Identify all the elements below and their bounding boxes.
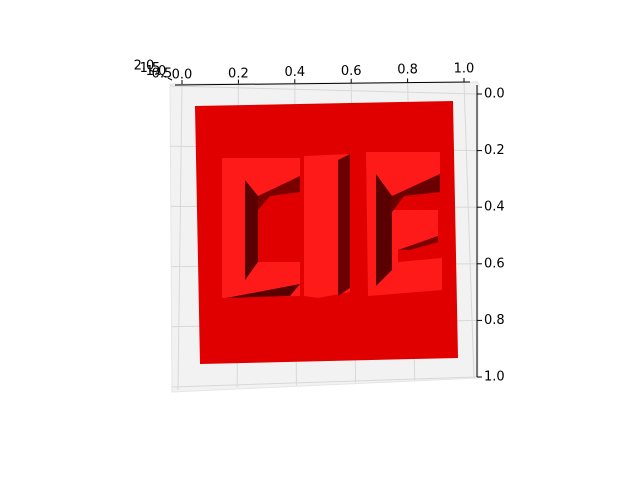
z-tick-label: 0.5	[152, 67, 173, 82]
x-tick-label: 0.4	[284, 65, 305, 80]
grid-line	[177, 83, 183, 391]
ticks: 0.0 0.2 0.4 0.6 0.8 1.00.00.20.40.60.81.00.51…	[134, 59, 505, 385]
x-tick-label: 0.0	[172, 68, 193, 83]
y-tick-label: 0.2	[484, 143, 505, 158]
grid-line	[463, 81, 475, 379]
letters	[222, 152, 442, 298]
grid-line	[171, 376, 478, 388]
y-tick-label: 0.6	[484, 256, 505, 271]
y-tick-label: 0.0	[484, 87, 505, 102]
x-tick-label: 1.0	[454, 62, 475, 77]
z-tick-label: 2.0	[134, 59, 155, 74]
x-tick-label: 0.2	[228, 66, 249, 81]
tick-mark	[161, 74, 167, 78]
x-tick-label: 0.6	[341, 64, 362, 79]
x-axis-line	[174, 81, 471, 86]
tick-mark	[167, 77, 173, 81]
y-tick-label: 1.0	[484, 370, 505, 385]
y-tick-label: 0.4	[484, 200, 505, 215]
tick-mark	[149, 69, 155, 73]
y-tick-label: 0.8	[484, 313, 505, 328]
grid-line	[169, 85, 478, 95]
tick-mark	[155, 72, 161, 76]
x-tick-label: 0.8	[397, 63, 418, 78]
z-tick-label: 1.5	[140, 61, 161, 76]
z-tick-label: 1.0	[146, 64, 167, 79]
